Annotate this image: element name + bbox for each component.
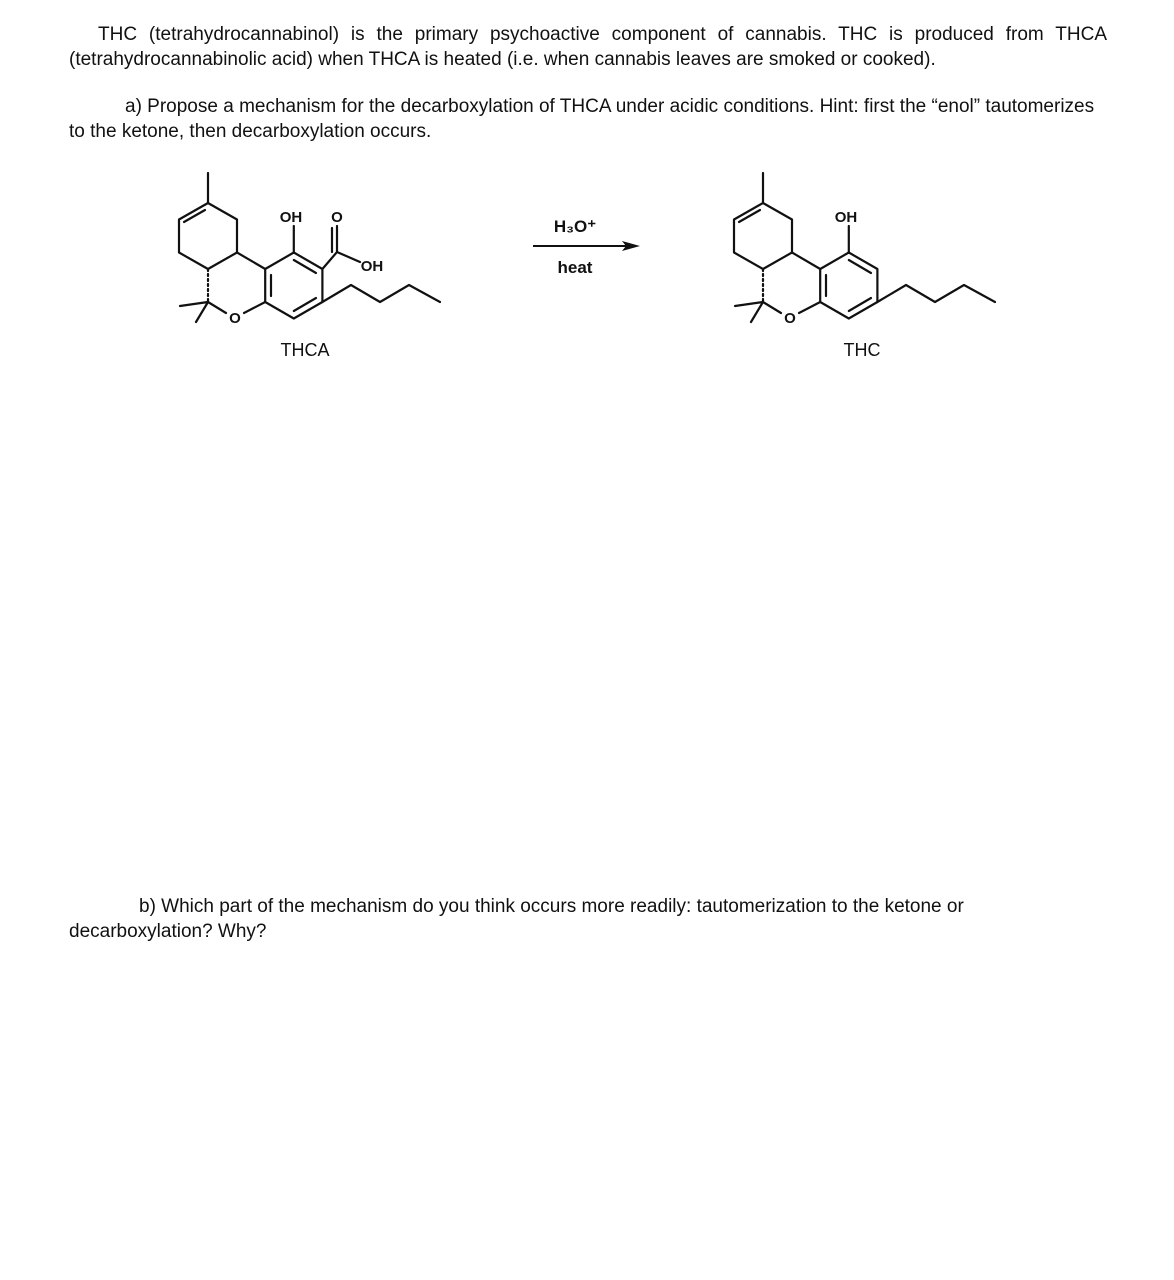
atom-label: O bbox=[331, 209, 343, 226]
compound-name: THCA bbox=[281, 340, 330, 360]
reagent: heat bbox=[558, 258, 593, 277]
atom-label: OH bbox=[835, 209, 858, 226]
intro-paragraph: THC (tetrahydrocannabinol) is the primar… bbox=[69, 24, 1107, 70]
atom-label: OH bbox=[280, 209, 303, 226]
question-b: b) Which part of the mechanism do you th… bbox=[69, 896, 964, 942]
thca-structure: OH O OH O THCA bbox=[177, 171, 442, 360]
atom-label: O bbox=[229, 310, 241, 327]
atom-label: OH bbox=[361, 258, 384, 275]
reaction-arrow: H₃O⁺ heat bbox=[533, 217, 640, 277]
reagent: H₃O⁺ bbox=[554, 217, 596, 236]
atom-label: O bbox=[784, 310, 796, 327]
reaction-scheme: OH O OH O THCA H₃O⁺ heat OH O THC bbox=[177, 171, 997, 360]
question-a: a) Propose a mechanism for the decarboxy… bbox=[69, 96, 1095, 142]
thc-structure: OH O THC bbox=[732, 171, 997, 360]
compound-name: THC bbox=[844, 340, 881, 360]
